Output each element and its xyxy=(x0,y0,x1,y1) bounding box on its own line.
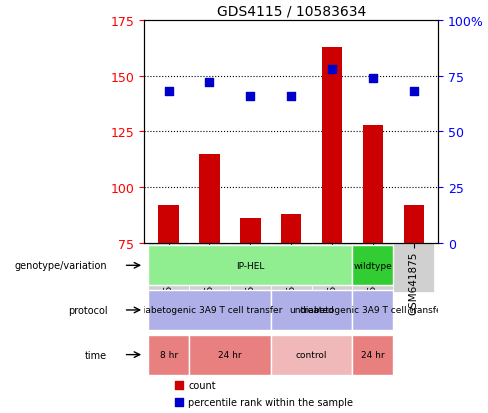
FancyBboxPatch shape xyxy=(148,290,271,330)
FancyBboxPatch shape xyxy=(393,243,434,292)
FancyBboxPatch shape xyxy=(352,290,393,330)
FancyBboxPatch shape xyxy=(271,335,352,375)
Text: IP-HEL: IP-HEL xyxy=(236,261,264,270)
Title: GDS4115 / 10583634: GDS4115 / 10583634 xyxy=(217,4,366,18)
Point xyxy=(164,89,172,95)
Text: control: control xyxy=(296,350,327,359)
Text: percentile rank within the sample: percentile rank within the sample xyxy=(188,397,353,408)
FancyBboxPatch shape xyxy=(271,290,352,330)
FancyBboxPatch shape xyxy=(148,243,189,292)
Bar xyxy=(404,206,424,243)
FancyBboxPatch shape xyxy=(352,246,393,286)
Bar xyxy=(363,126,383,243)
Text: protocol: protocol xyxy=(68,305,107,315)
Bar xyxy=(159,206,179,243)
Text: untreated: untreated xyxy=(289,306,334,315)
FancyBboxPatch shape xyxy=(230,243,271,292)
FancyBboxPatch shape xyxy=(311,243,352,292)
FancyBboxPatch shape xyxy=(189,335,271,375)
Text: genotype/variation: genotype/variation xyxy=(15,261,107,271)
FancyBboxPatch shape xyxy=(148,335,189,375)
FancyBboxPatch shape xyxy=(352,335,393,375)
Text: diabetogenic 3A9 T cell transfer: diabetogenic 3A9 T cell transfer xyxy=(300,306,446,315)
FancyBboxPatch shape xyxy=(189,243,230,292)
Bar xyxy=(199,154,220,243)
FancyBboxPatch shape xyxy=(271,243,311,292)
Text: wildtype: wildtype xyxy=(353,261,392,270)
Point xyxy=(205,80,213,86)
Point xyxy=(176,399,183,406)
Point xyxy=(410,89,418,95)
FancyBboxPatch shape xyxy=(148,246,352,286)
Point xyxy=(328,66,336,73)
Point xyxy=(246,93,254,100)
Text: 24 hr: 24 hr xyxy=(218,350,242,359)
Text: count: count xyxy=(188,380,216,390)
Bar xyxy=(322,47,342,243)
Point xyxy=(369,75,377,82)
Bar xyxy=(240,219,261,243)
Point xyxy=(176,382,183,388)
FancyBboxPatch shape xyxy=(352,243,393,292)
Text: 8 hr: 8 hr xyxy=(160,350,178,359)
Text: 24 hr: 24 hr xyxy=(361,350,385,359)
Text: time: time xyxy=(85,350,107,360)
Bar xyxy=(281,214,302,243)
Text: diabetogenic 3A9 T cell transfer: diabetogenic 3A9 T cell transfer xyxy=(137,306,282,315)
Point xyxy=(287,93,295,100)
